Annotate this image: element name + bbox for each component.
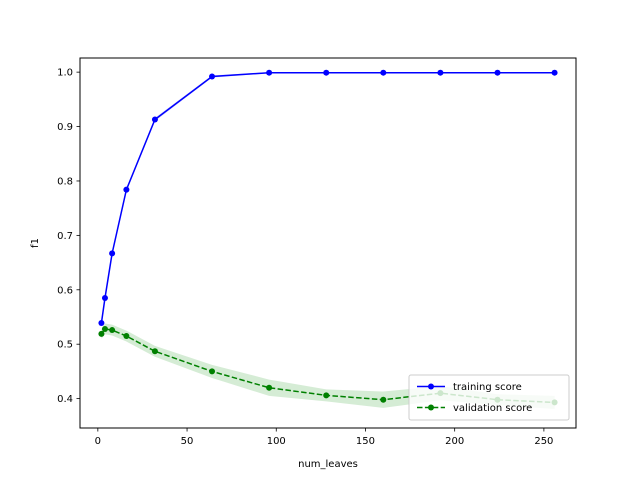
training-score-point (123, 186, 130, 193)
validation-score-point (266, 384, 273, 391)
y-tick-label: 0.6 (57, 285, 73, 296)
training-score-point (151, 116, 158, 123)
validation-score-point (123, 333, 130, 340)
validation-score-point (323, 392, 330, 399)
x-axis-ticks: 0 50 100 150 200 250 (95, 428, 553, 447)
legend-marker-validation-score (428, 404, 434, 411)
training-score-point (323, 69, 330, 76)
validation-score-point (98, 330, 105, 337)
training-score-point (98, 319, 105, 326)
training-score-point (437, 69, 444, 76)
validation-score-point (109, 327, 116, 334)
training-score-point (266, 69, 273, 76)
y-tick-label: 1.0 (57, 68, 73, 79)
legend-marker-training-score (428, 383, 434, 390)
legend-label-training-score: training score (453, 382, 522, 393)
x-tick-label: 250 (534, 436, 553, 447)
y-tick-label: 0.9 (57, 122, 73, 133)
y-tick-label: 0.8 (57, 176, 73, 187)
y-axis-label: f1 (30, 238, 41, 248)
x-axis-label: num_leaves (298, 459, 358, 470)
validation-score-point (151, 348, 158, 355)
y-axis-ticks: 0.4 0.5 0.6 0.7 0.8 0.9 1.0 (57, 68, 80, 405)
x-tick-label: 200 (445, 436, 464, 447)
legend: training score validation score (408, 374, 570, 421)
x-tick-label: 0 (95, 436, 101, 447)
training-score-point (494, 69, 501, 76)
training-score-point (551, 69, 558, 76)
training-score-point (101, 294, 108, 301)
x-tick-label: 50 (181, 436, 194, 447)
validation-score-point (101, 325, 108, 332)
legend-label-validation-score: validation score (453, 403, 532, 414)
y-tick-label: 0.4 (57, 394, 73, 405)
training-score-line (100, 71, 555, 324)
x-tick-label: 150 (356, 436, 375, 447)
legend-box (408, 374, 570, 421)
training-score-point (109, 250, 116, 257)
validation-score-point (209, 368, 216, 375)
training-score-point (380, 69, 387, 76)
series-markers (98, 69, 558, 406)
plot-frame (79, 57, 577, 429)
training-score-point (209, 73, 216, 80)
y-tick-label: 0.5 (57, 340, 73, 351)
x-tick-label: 100 (267, 436, 286, 447)
validation-score-point (380, 396, 387, 403)
y-tick-label: 0.7 (57, 231, 73, 242)
